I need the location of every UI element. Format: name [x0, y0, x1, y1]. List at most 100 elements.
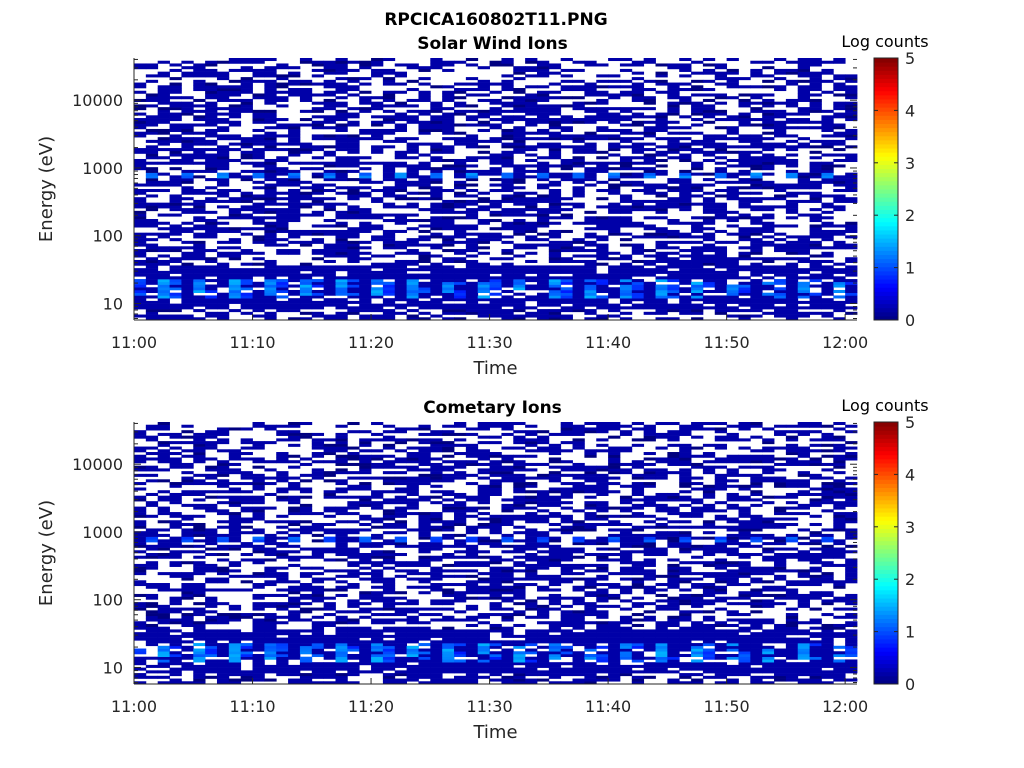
heatmap-cell [359, 648, 372, 652]
heatmap-cell [145, 180, 159, 184]
heatmap-cell [797, 667, 810, 671]
heatmap-cell [157, 287, 170, 291]
heatmap-cell [442, 626, 455, 630]
heatmap-cell [359, 60, 372, 64]
heatmap-cell [714, 93, 728, 97]
heatmap-cell [702, 284, 716, 288]
heatmap-cell [169, 101, 182, 105]
heatmap-cell [134, 634, 147, 638]
heatmap-cell [323, 259, 336, 263]
heatmap-cell [584, 142, 597, 146]
heatmap-cell [762, 670, 775, 674]
heatmap-cell [228, 637, 242, 641]
heatmap-cell [228, 98, 242, 102]
heatmap-cell [394, 637, 407, 641]
heatmap-cell [821, 623, 834, 627]
heatmap-cell [454, 60, 467, 64]
heatmap-cell [193, 224, 206, 228]
heatmap-cell [193, 189, 206, 193]
heatmap-cell [560, 610, 573, 614]
heatmap-cell [228, 653, 242, 658]
heatmap-cell [596, 276, 609, 280]
heatmap-cell [157, 128, 170, 132]
heatmap-cell [525, 659, 538, 663]
heatmap-cell [228, 287, 242, 291]
heatmap-cell [181, 295, 194, 299]
heatmap-cell [833, 675, 846, 679]
heatmap-cell [371, 621, 384, 625]
heatmap-cell [821, 645, 834, 649]
heatmap-cell [608, 219, 621, 223]
heatmap-cell [430, 66, 443, 70]
heatmap-cell [809, 197, 822, 201]
heatmap-cell [252, 148, 265, 152]
heatmap-cell [833, 139, 846, 143]
heatmap-cell [750, 265, 763, 269]
heatmap-cell [181, 265, 194, 269]
colorbar-segment [874, 197, 898, 202]
heatmap-cell [667, 292, 680, 296]
heatmap-cell [193, 648, 206, 652]
heatmap-cell [785, 626, 799, 630]
heatmap-cell [596, 93, 609, 97]
heatmap-cell [679, 281, 692, 285]
heatmap-cell [477, 191, 490, 195]
heatmap-cell [525, 120, 538, 124]
heatmap-cell [667, 662, 680, 666]
heatmap-cell [335, 71, 348, 75]
heatmap-cell [762, 270, 775, 274]
heatmap-cell [205, 270, 218, 274]
heatmap-cell [619, 268, 633, 272]
heatmap-cell [596, 670, 609, 674]
heatmap-cell [299, 311, 313, 315]
heatmap-cell [596, 314, 609, 318]
heatmap-cell [145, 615, 159, 619]
heatmap-cell [276, 667, 289, 671]
heatmap-cell [323, 621, 336, 625]
heatmap-cell [193, 289, 206, 294]
heatmap-cell [691, 224, 704, 228]
heatmap-cell [738, 104, 751, 108]
heatmap-cell [216, 88, 230, 92]
heatmap-cell [584, 259, 597, 263]
heatmap-cell [252, 74, 265, 78]
heatmap-cell [418, 656, 431, 660]
heatmap-cell [619, 137, 633, 141]
heatmap-cell [359, 178, 372, 182]
heatmap-cell [335, 126, 348, 130]
heatmap-cell [430, 197, 443, 201]
heatmap-cell [454, 137, 467, 141]
heatmap-cell [311, 82, 325, 86]
heatmap-cell [679, 662, 692, 666]
heatmap-cell [548, 309, 562, 313]
heatmap-cell [501, 632, 514, 636]
heatmap-cell [714, 74, 728, 78]
heatmap-cell [216, 134, 230, 138]
heatmap-cell [406, 279, 419, 283]
heatmap-cell [382, 90, 396, 94]
heatmap-cell [323, 604, 336, 608]
heatmap-cell [359, 229, 372, 233]
heatmap-cell [252, 153, 265, 157]
heatmap-cell [169, 306, 182, 310]
heatmap-cell [714, 276, 728, 280]
heatmap-cell [134, 199, 147, 203]
heatmap-cell [264, 284, 277, 288]
heatmap-cell [454, 96, 467, 100]
colorbar-segment [874, 156, 898, 161]
heatmap-cell [216, 148, 230, 152]
heatmap-cell [228, 632, 242, 636]
heatmap-cell [169, 259, 182, 263]
heatmap-cell [536, 167, 550, 171]
heatmap-cell [762, 604, 775, 608]
heatmap-cell [738, 164, 751, 168]
heatmap-cell [193, 637, 206, 641]
heatmap-cell [276, 243, 289, 247]
heatmap-cell [169, 161, 182, 165]
heatmap-cell [596, 262, 609, 266]
heatmap-cell [631, 623, 645, 627]
heatmap-cell [596, 85, 609, 89]
heatmap-cell [465, 158, 479, 163]
heatmap-cell [264, 279, 277, 283]
heatmap-cell [430, 142, 443, 146]
